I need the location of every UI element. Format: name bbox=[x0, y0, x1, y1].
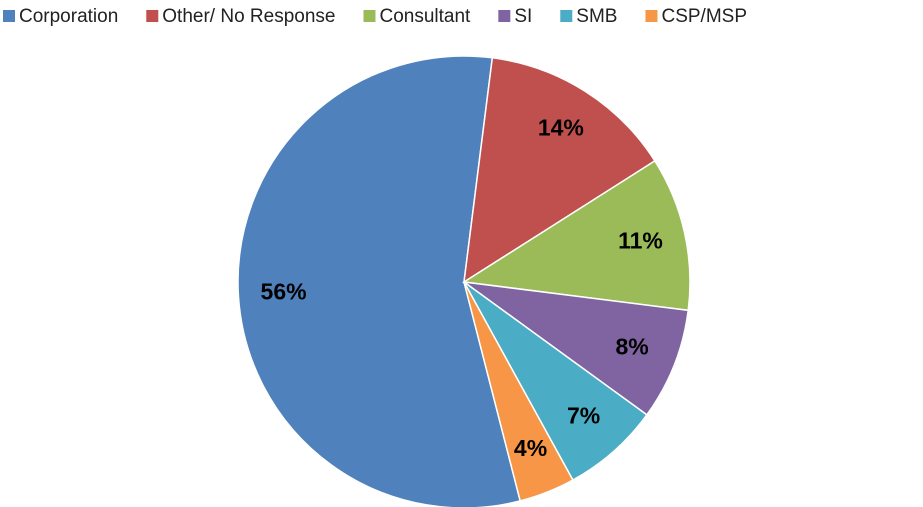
legend-label: CSP/MSP bbox=[661, 6, 747, 27]
pie-slice bbox=[463, 281, 574, 502]
pie-slice bbox=[463, 281, 690, 416]
legend-swatch bbox=[146, 10, 159, 22]
pie-slice bbox=[463, 56, 656, 284]
legend-label: SI bbox=[514, 6, 532, 27]
legend-swatch bbox=[363, 10, 376, 22]
pie-slice bbox=[237, 55, 522, 507]
data-label: 7% bbox=[567, 403, 600, 429]
legend-label: SMB bbox=[576, 6, 617, 27]
data-label: 4% bbox=[514, 435, 547, 461]
legend-label: Corporation bbox=[19, 6, 118, 27]
legend-label: Consultant bbox=[379, 6, 471, 27]
legend-swatch bbox=[498, 10, 511, 22]
data-label: 56% bbox=[261, 278, 307, 304]
legend-swatch bbox=[645, 10, 658, 22]
pie-slice bbox=[461, 159, 691, 312]
legend-label: Other/ No Response bbox=[162, 6, 335, 27]
legend-swatch bbox=[560, 10, 573, 22]
data-label: 8% bbox=[615, 334, 648, 360]
data-label: 14% bbox=[538, 114, 584, 140]
legend-swatch bbox=[3, 10, 15, 22]
data-label: 11% bbox=[618, 228, 663, 254]
